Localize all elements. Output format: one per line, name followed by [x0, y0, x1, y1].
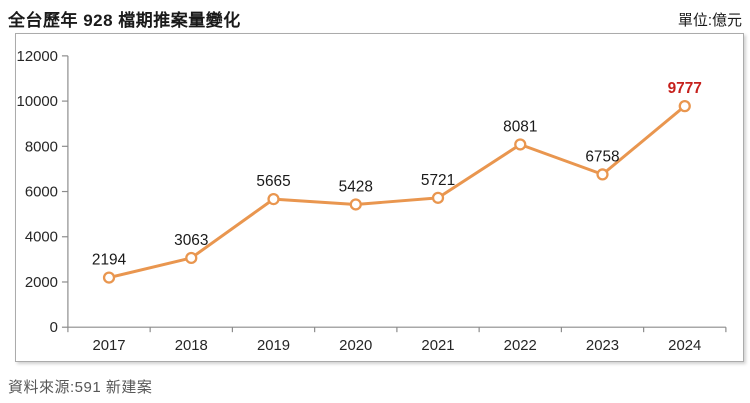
y-tick-label: 0 — [50, 320, 58, 336]
y-tick-label: 12000 — [17, 49, 58, 65]
source-note: 資料來源:591 新建案 — [8, 379, 153, 396]
data-point — [349, 198, 362, 211]
x-tick-label: 2019 — [257, 338, 290, 354]
chart-frame: 0 2000 4000 6000 8000 10000 12000 2017 2018 2019 2… — [15, 33, 744, 362]
y-tick-label: 6000 — [25, 185, 58, 201]
data-point — [514, 138, 527, 151]
data-label: 2194 — [92, 252, 127, 269]
x-tick-label: 2020 — [339, 338, 372, 354]
data-point — [102, 271, 116, 284]
data-point — [267, 192, 280, 206]
x-tick-label: 2024 — [668, 338, 701, 354]
data-point — [678, 100, 691, 113]
data-label: 6758 — [585, 148, 619, 165]
data-label-highlight: 9777 — [668, 80, 702, 97]
x-tick-label: 2018 — [175, 338, 208, 354]
x-tick-label: 2017 — [92, 338, 125, 354]
page-title: 全台歷年 928 檔期推案量變化 — [8, 11, 241, 30]
y-tick-label: 10000 — [17, 94, 58, 110]
x-tick-label: 2022 — [504, 338, 537, 354]
data-label: 5428 — [339, 179, 373, 196]
x-tick-label: 2021 — [421, 338, 454, 354]
data-point — [185, 251, 198, 265]
data-label: 8081 — [503, 119, 537, 136]
y-tick-label: 8000 — [25, 139, 58, 155]
data-label: 5721 — [421, 172, 455, 189]
data-label: 3063 — [174, 232, 208, 249]
y-tick-label: 2000 — [25, 275, 58, 291]
data-label: 5665 — [256, 173, 290, 190]
plot-svg: 0 2000 4000 6000 8000 10000 12000 2017 2018 2019 2… — [17, 49, 727, 354]
data-point — [431, 191, 445, 204]
unit-label: 單位:億元 — [677, 12, 742, 29]
data-point — [596, 168, 609, 181]
x-tick-label: 2023 — [586, 338, 619, 354]
y-tick-label: 4000 — [25, 230, 58, 246]
data-line — [107, 104, 687, 280]
